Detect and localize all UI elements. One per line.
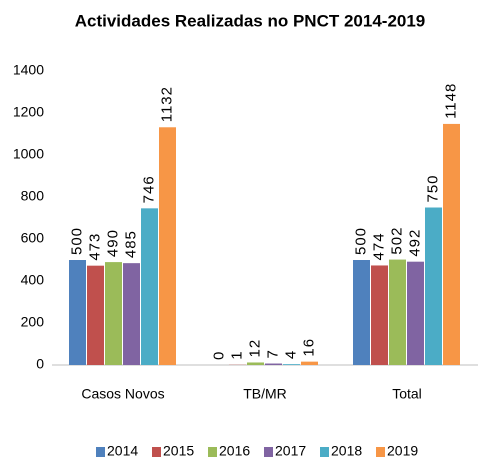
- data-label: 473: [86, 233, 103, 261]
- legend-label: 2014: [107, 443, 138, 459]
- bar: [69, 260, 86, 365]
- bar: [141, 208, 158, 365]
- y-tick-label: 1400: [13, 62, 44, 78]
- x-tick-label: Total: [392, 386, 422, 402]
- data-label: 12: [246, 339, 263, 358]
- bar: [407, 261, 424, 365]
- data-label: 500: [68, 227, 85, 255]
- bar: [247, 362, 264, 365]
- bar: [265, 363, 282, 365]
- bar: [389, 259, 406, 365]
- y-tick-label: 1200: [13, 104, 44, 120]
- bar: [371, 265, 388, 365]
- data-label: 485: [122, 230, 139, 258]
- legend-marker: [320, 447, 329, 457]
- data-label: 4: [282, 350, 299, 359]
- legend-marker: [208, 447, 217, 457]
- data-label: 16: [300, 338, 317, 357]
- legend-label: 2018: [331, 443, 362, 459]
- data-label: 502: [388, 227, 405, 255]
- bar: [123, 263, 140, 365]
- y-tick-label: 600: [21, 230, 45, 246]
- y-tick-label: 1000: [13, 146, 44, 162]
- data-label: 1: [228, 350, 245, 359]
- data-label: 500: [352, 227, 369, 255]
- bar: [443, 123, 460, 365]
- bar: [425, 207, 442, 365]
- y-tick-label: 200: [21, 314, 45, 330]
- data-label: 1132: [158, 86, 175, 122]
- data-label: 750: [424, 174, 441, 202]
- chart-title: Actividades Realizadas no PNCT 2014-2019: [75, 11, 426, 30]
- data-label: 0: [210, 351, 227, 360]
- bar: [283, 364, 300, 365]
- y-tick-label: 800: [21, 188, 45, 204]
- legend-marker: [152, 447, 161, 457]
- x-tick-label: Casos Novos: [81, 386, 164, 402]
- y-tick-label: 0: [36, 356, 44, 372]
- bar: [105, 262, 122, 365]
- legend-label: 2016: [219, 443, 250, 459]
- x-tick-label: TB/MR: [243, 386, 287, 402]
- legend-label: 2019: [387, 443, 418, 459]
- bar: [87, 265, 104, 365]
- bar: [353, 260, 370, 365]
- data-label: 474: [370, 232, 387, 260]
- legend-marker: [376, 447, 385, 457]
- legend-marker: [264, 447, 273, 457]
- legend-marker: [96, 447, 105, 457]
- bar: [159, 127, 176, 365]
- y-tick-label: 400: [21, 272, 45, 288]
- data-label: 7: [264, 349, 281, 358]
- data-label: 746: [140, 175, 157, 203]
- legend-label: 2015: [163, 443, 194, 459]
- bar: [301, 361, 318, 365]
- data-label: 1148: [442, 83, 459, 119]
- legend-label: 2017: [275, 443, 306, 459]
- data-label: 492: [406, 229, 423, 257]
- data-label: 490: [104, 229, 121, 257]
